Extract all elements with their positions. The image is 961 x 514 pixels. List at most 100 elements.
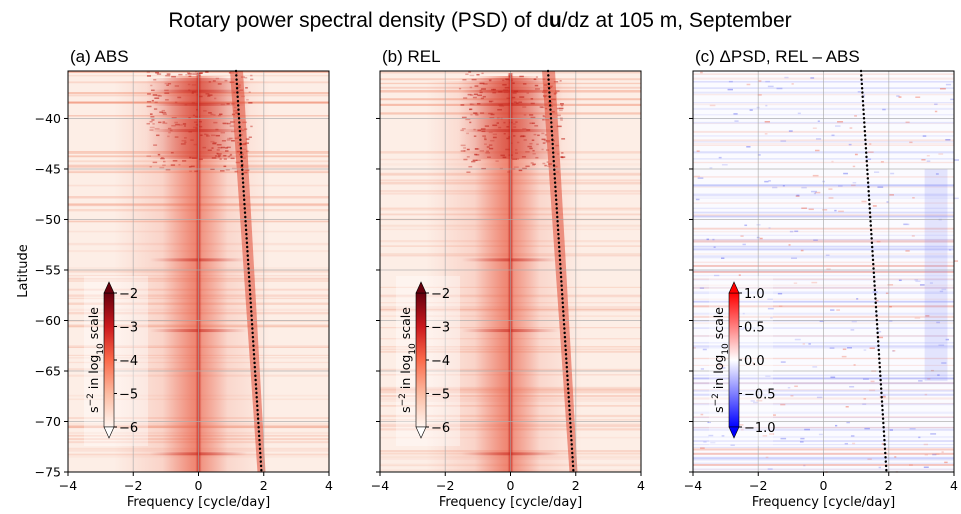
heatmap-speckle: [223, 122, 228, 125]
heatmap-speckle: [844, 442, 848, 445]
heatmap-speckle: [863, 378, 869, 380]
heatmap-speckle: [207, 94, 213, 96]
heatmap-speckle: [250, 125, 253, 128]
heatmap-speckle: [804, 428, 810, 431]
heatmap-speckle: [461, 128, 466, 130]
heatmap-speckle: [700, 368, 705, 370]
heatmap-speckle: [532, 164, 535, 166]
heatmap-speckle: [944, 461, 948, 464]
heatmap-speckle: [487, 156, 491, 158]
heatmap-speckle: [506, 137, 510, 140]
heatmap-speckle: [830, 309, 835, 311]
heatmap-speckle: [772, 186, 778, 189]
heatmap-speckle: [941, 451, 944, 453]
colorbar-tick-label: 0.0: [744, 354, 765, 369]
colorbar-backdrop: [84, 276, 148, 446]
heatmap-speckle: [945, 338, 950, 341]
heatmap-speckle: [187, 83, 191, 86]
colorbar-label-part: in log: [398, 355, 413, 393]
heatmap-speckle: [560, 119, 563, 121]
heatmap-speckle: [926, 154, 930, 157]
heatmap-speckle: [149, 165, 152, 168]
x-axis-label: Frequency [cycle/day]: [439, 495, 582, 510]
heatmap-speckle: [767, 307, 774, 310]
heatmap-speckle: [739, 424, 744, 426]
heatmap-speckle: [866, 158, 872, 161]
colorbar-label-part: scale: [86, 307, 101, 343]
heatmap-speckle: [527, 145, 532, 148]
heatmap-speckle: [162, 122, 168, 125]
heatmap-speckle: [244, 76, 248, 79]
heatmap-speckle: [229, 154, 232, 157]
heatmap-speckle: [544, 134, 548, 136]
heatmap-speckle: [150, 84, 153, 87]
heatmap-speckle: [205, 93, 210, 95]
y-tick-label: −65: [35, 363, 61, 378]
heatmap-speckle: [543, 116, 547, 118]
heatmap-speckle: [953, 197, 959, 200]
heatmap-speckle: [152, 94, 158, 96]
heatmap-speckle: [532, 152, 536, 155]
heatmap-speckle: [709, 167, 713, 169]
heatmap-speckle: [162, 164, 166, 166]
heatmap-speckle: [559, 109, 563, 112]
heatmap-speckle: [768, 180, 771, 182]
heatmap-speckle: [534, 84, 539, 87]
heatmap-speckle: [471, 160, 476, 163]
heatmap-speckle: [536, 143, 539, 146]
heatmap-speckle: [174, 85, 180, 87]
heatmap-speckle: [519, 75, 524, 78]
heatmap-speckle: [740, 328, 744, 331]
heatmap-speckle: [914, 279, 919, 281]
heatmap-speckle: [194, 71, 198, 73]
heatmap-speckle: [800, 249, 804, 252]
heatmap-speckle: [939, 290, 944, 293]
colorbar-tick-label: 0.5: [744, 321, 765, 336]
heatmap-speckle: [837, 185, 843, 187]
heatmap-speckle: [830, 376, 836, 378]
heatmap-speckle: [163, 160, 166, 163]
heatmap-speckle: [815, 138, 822, 140]
heatmap-speckle: [797, 112, 801, 115]
heatmap-speckle: [502, 79, 505, 82]
heatmap-speckle: [480, 128, 486, 130]
heatmap-speckle: [905, 121, 910, 124]
heatmap-speckle: [872, 291, 878, 293]
heatmap-speckle: [513, 166, 519, 168]
heatmap-speckle: [925, 315, 930, 317]
heatmap-speckle: [826, 268, 831, 270]
heatmap-speckle: [727, 88, 733, 91]
heatmap-speckle: [780, 361, 786, 363]
heatmap-speckle: [215, 77, 220, 80]
heatmap-speckle: [518, 169, 523, 172]
colorbar-label-part: 10: [96, 343, 106, 355]
heatmap-speckle: [170, 164, 176, 166]
x-tick-label: 4: [637, 478, 645, 493]
heatmap-speckle: [212, 142, 217, 145]
heatmap-speckle: [228, 137, 234, 140]
heatmap-speckle: [733, 113, 738, 115]
heatmap-speckle: [869, 347, 875, 349]
heatmap-speckle: [542, 162, 546, 165]
heatmap-speckle: [465, 118, 471, 121]
x-axis-label: Frequency [cycle/day]: [127, 495, 270, 510]
heatmap-speckle: [484, 143, 487, 145]
heatmap-speckle: [475, 114, 479, 116]
heatmap-speckle: [923, 466, 929, 469]
heatmap-speckle: [175, 123, 180, 126]
heatmap-speckle: [192, 114, 196, 117]
heatmap-speckle: [160, 157, 164, 159]
heatmap-speckle: [234, 170, 238, 173]
heatmap-speckle: [876, 240, 881, 243]
heatmap-speckle: [245, 138, 250, 140]
heatmap-speckle: [213, 141, 217, 144]
heatmap-speckle: [911, 235, 915, 237]
heatmap-speckle: [791, 257, 797, 259]
colorbar-extend-top: [728, 281, 740, 294]
heatmap-speckle: [796, 194, 800, 197]
heatmap-speckle: [756, 400, 763, 402]
heatmap-speckle: [152, 161, 158, 164]
heatmap-speckle: [800, 437, 805, 440]
colorbar-label-part: scale: [398, 307, 413, 343]
heatmap-speckle: [757, 154, 761, 156]
